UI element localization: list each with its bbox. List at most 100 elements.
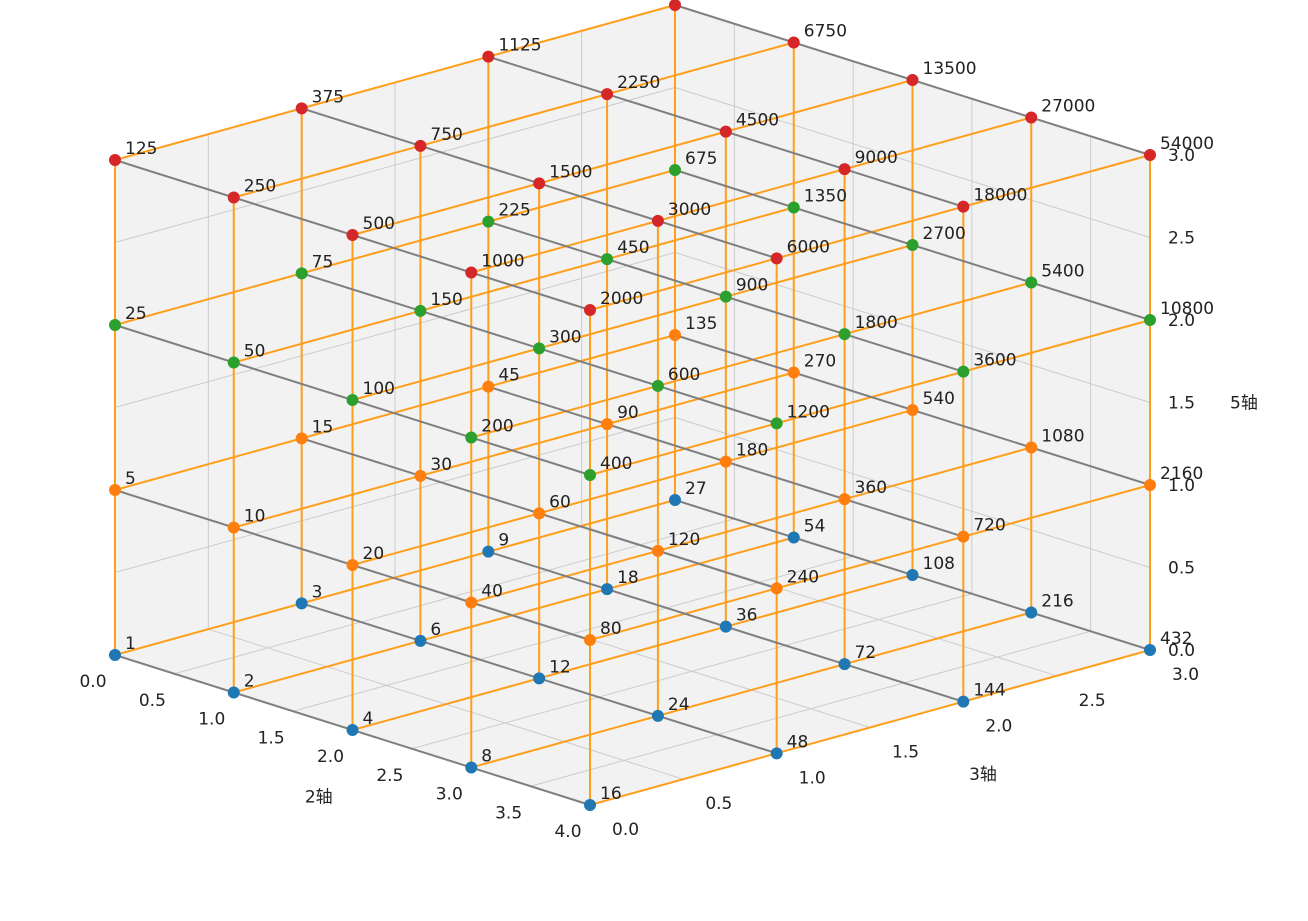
point-label: 20 bbox=[363, 544, 385, 564]
lattice-point bbox=[669, 494, 681, 506]
point-label: 45 bbox=[498, 366, 520, 386]
lattice-point bbox=[533, 507, 545, 519]
lattice-point bbox=[465, 267, 477, 279]
lattice-point bbox=[957, 366, 969, 378]
point-label: 36 bbox=[736, 606, 758, 626]
lattice-point bbox=[839, 658, 851, 670]
point-label: 540 bbox=[923, 389, 955, 409]
lattice-point bbox=[465, 597, 477, 609]
point-label: 54 bbox=[804, 517, 826, 537]
y-tick-label: 1.5 bbox=[892, 743, 919, 763]
z-tick-label: 0.5 bbox=[1168, 559, 1195, 579]
lattice-point bbox=[720, 126, 732, 138]
point-label: 2250 bbox=[617, 73, 660, 93]
lattice-point bbox=[720, 456, 732, 468]
point-label: 720 bbox=[973, 516, 1005, 536]
lattice-point bbox=[228, 522, 240, 534]
x-tick-label: 0.0 bbox=[79, 672, 106, 692]
point-label: 1350 bbox=[804, 187, 847, 207]
point-label: 500 bbox=[363, 214, 395, 234]
point-label: 200 bbox=[481, 417, 513, 437]
lattice-point bbox=[533, 672, 545, 684]
y-axis-label: 3轴 bbox=[969, 765, 997, 785]
point-label: 150 bbox=[430, 290, 462, 310]
point-label: 250 bbox=[244, 177, 276, 197]
lattice-point bbox=[839, 328, 851, 340]
lattice-point bbox=[228, 192, 240, 204]
lattice-point bbox=[720, 621, 732, 633]
point-label: 750 bbox=[430, 125, 462, 145]
lattice-point bbox=[109, 484, 121, 496]
point-label: 15 bbox=[312, 417, 334, 437]
point-label: 3600 bbox=[973, 351, 1016, 371]
point-label: 1200 bbox=[787, 402, 830, 422]
lattice-point bbox=[228, 687, 240, 699]
point-label: 5 bbox=[125, 469, 136, 489]
point-label: 18 bbox=[617, 568, 639, 588]
lattice-point bbox=[109, 649, 121, 661]
point-label: 75 bbox=[312, 252, 334, 272]
lattice-point bbox=[839, 163, 851, 175]
point-label: 216 bbox=[1041, 592, 1073, 612]
lattice-point bbox=[465, 762, 477, 774]
lattice-point bbox=[957, 201, 969, 213]
lattice-point bbox=[601, 583, 613, 595]
lattice-point bbox=[669, 329, 681, 341]
z-tick-label: 1.0 bbox=[1168, 476, 1195, 496]
x-axis-label: 2轴 bbox=[305, 788, 333, 808]
lattice-point bbox=[720, 291, 732, 303]
y-tick-label: 1.0 bbox=[799, 768, 826, 788]
point-label: 125 bbox=[125, 139, 157, 159]
point-label: 3 bbox=[312, 582, 323, 602]
lattice-point bbox=[788, 37, 800, 49]
point-label: 120 bbox=[668, 530, 700, 550]
lattice-point bbox=[296, 267, 308, 279]
z-tick-label: 3.0 bbox=[1168, 146, 1195, 166]
point-label: 10 bbox=[244, 507, 266, 527]
point-label: 1125 bbox=[498, 36, 541, 56]
lattice-point bbox=[347, 394, 359, 406]
point-label: 80 bbox=[600, 619, 622, 639]
lattice-point bbox=[347, 229, 359, 241]
y-tick-label: 0.5 bbox=[705, 794, 732, 814]
lattice-point bbox=[601, 418, 613, 430]
lattice-point bbox=[584, 799, 596, 811]
lattice-point bbox=[839, 493, 851, 505]
lattice-point bbox=[907, 74, 919, 86]
lattice-point bbox=[482, 216, 494, 228]
lattice-point bbox=[533, 177, 545, 189]
lattice-point bbox=[601, 88, 613, 100]
point-label: 27 bbox=[685, 479, 707, 499]
lattice-point bbox=[1025, 442, 1037, 454]
lattice-point bbox=[1144, 644, 1156, 656]
lattice-point bbox=[788, 202, 800, 214]
y-tick-label: 2.5 bbox=[1079, 691, 1106, 711]
point-label: 135 bbox=[685, 314, 717, 334]
lattice-point bbox=[957, 696, 969, 708]
point-label: 30 bbox=[430, 455, 452, 475]
lattice-point bbox=[482, 546, 494, 558]
point-label: 240 bbox=[787, 567, 819, 587]
lattice-point bbox=[533, 342, 545, 354]
x-tick-label: 4.0 bbox=[554, 822, 581, 842]
point-label: 27000 bbox=[1041, 97, 1095, 117]
z-axis-label: 5轴 bbox=[1230, 394, 1258, 414]
lattice-point bbox=[907, 569, 919, 581]
lattice-point bbox=[771, 252, 783, 264]
lattice-point bbox=[109, 154, 121, 166]
point-label: 2 bbox=[244, 672, 255, 692]
point-label: 50 bbox=[244, 342, 266, 362]
lattice-point bbox=[482, 381, 494, 393]
x-tick-label: 1.0 bbox=[198, 710, 225, 730]
lattice-point bbox=[788, 532, 800, 544]
lattice-point bbox=[1025, 277, 1037, 289]
x-tick-label: 1.5 bbox=[258, 728, 285, 748]
point-label: 5400 bbox=[1041, 262, 1084, 282]
lattice-3d-chart: 3375675112567501352251350375225013500274… bbox=[0, 0, 1308, 921]
lattice-point bbox=[414, 140, 426, 152]
point-label: 6000 bbox=[787, 237, 830, 257]
lattice-point bbox=[414, 470, 426, 482]
point-label: 25 bbox=[125, 304, 147, 324]
lattice-point bbox=[907, 404, 919, 416]
lattice-point bbox=[771, 747, 783, 759]
